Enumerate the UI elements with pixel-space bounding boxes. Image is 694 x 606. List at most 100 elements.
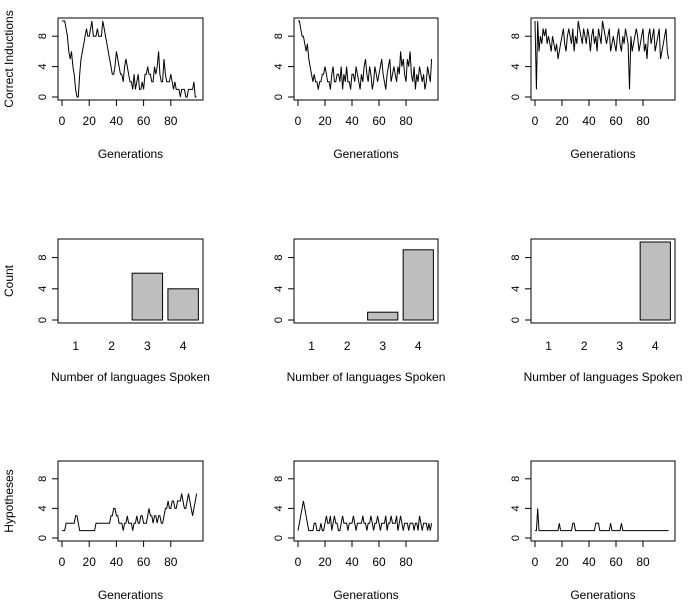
- category-label: 4: [415, 339, 422, 353]
- series-line: [298, 20, 433, 90]
- x-tick-label: 0: [532, 555, 539, 569]
- category-label: 3: [616, 339, 623, 353]
- x-tick-label: 20: [318, 114, 332, 128]
- category-label: 1: [545, 339, 552, 353]
- y-tick-label: 4: [37, 505, 49, 511]
- plot-frame: [57, 238, 204, 324]
- y-tick-label: 0: [37, 317, 49, 323]
- plot-frame: [293, 17, 439, 101]
- panel-2: 0 4 8 Generations 0 20 40 60 80: [273, 17, 439, 161]
- plot-frame: [530, 460, 676, 542]
- x-axis-label: Generations: [333, 147, 398, 161]
- x-axis-label: Number of languages Spoken: [51, 370, 210, 384]
- y-axis-label: Hypotheses: [2, 469, 16, 532]
- y-tick-label: 8: [273, 476, 285, 482]
- x-axis-label: Generations: [98, 588, 163, 602]
- x-tick-label: 40: [345, 114, 359, 128]
- y-tick-label: 8: [510, 255, 522, 261]
- x-tick-label: 80: [399, 114, 413, 128]
- y-tick-label: 0: [273, 535, 285, 541]
- category-label: 4: [652, 339, 659, 353]
- y-tick-label: 4: [273, 286, 285, 292]
- x-axis-label: Generations: [570, 588, 635, 602]
- series-line: [297, 500, 433, 532]
- x-tick-label: 40: [582, 114, 596, 128]
- category-label: 3: [144, 339, 151, 353]
- y-tick-label: 4: [510, 286, 522, 292]
- category-label: 2: [344, 339, 351, 353]
- x-tick-label: 40: [345, 555, 359, 569]
- series-line: [62, 20, 197, 98]
- x-axis-label: Number of languages Spoken: [287, 370, 446, 384]
- x-tick-label: 0: [59, 114, 66, 128]
- plot-frame: [57, 460, 204, 542]
- x-tick-label: 20: [555, 555, 569, 569]
- y-tick-label: 4: [37, 64, 49, 70]
- x-tick-label: 60: [372, 114, 386, 128]
- x-tick-label: 80: [164, 555, 178, 569]
- y-axis-label: Correct Inductions: [2, 10, 16, 107]
- y-axis-label: Count: [2, 264, 16, 297]
- x-tick-label: 0: [295, 114, 302, 128]
- x-tick-label: 60: [609, 114, 623, 128]
- panel-5: 0 4 8 Number of languages Spoken 1 2 3 4: [273, 238, 446, 384]
- bar-4: [167, 288, 199, 321]
- category-label: 2: [108, 339, 115, 353]
- category-label: 1: [308, 339, 315, 353]
- bar-4: [639, 241, 671, 321]
- x-axis-label: Generations: [333, 588, 398, 602]
- x-tick-label: 60: [137, 555, 151, 569]
- y-tick-label: 4: [37, 286, 49, 292]
- category-label: 2: [581, 339, 588, 353]
- panel-4: 0 4 8 Count Number of languages Spoken 1 2 3 4: [2, 238, 210, 384]
- x-tick-label: 40: [582, 555, 596, 569]
- series-line: [534, 20, 670, 90]
- bar-3: [367, 311, 399, 321]
- x-tick-label: 60: [137, 114, 151, 128]
- x-tick-label: 0: [59, 555, 66, 569]
- plot-frame: [293, 460, 439, 542]
- y-tick-label: 8: [37, 476, 49, 482]
- x-tick-label: 80: [164, 114, 178, 128]
- y-tick-label: 0: [273, 94, 285, 100]
- panel-7: 0 4 8 Hypotheses Generations 0 20 40 60 80: [2, 460, 204, 602]
- y-tick-label: 0: [273, 317, 285, 323]
- x-tick-label: 80: [399, 555, 413, 569]
- category-label: 4: [180, 339, 187, 353]
- panel-6: 0 4 8 Number of languages Spoken 1 2 3 4: [510, 238, 683, 384]
- x-tick-label: 20: [318, 555, 332, 569]
- plot-frame: [530, 17, 676, 101]
- series-line: [62, 493, 198, 532]
- y-tick-label: 8: [273, 33, 285, 39]
- category-label: 3: [379, 339, 386, 353]
- y-tick-label: 4: [510, 505, 522, 511]
- y-tick-label: 8: [510, 33, 522, 39]
- y-tick-label: 8: [37, 255, 49, 261]
- x-tick-label: 20: [83, 555, 97, 569]
- x-axis-label: Generations: [570, 147, 635, 161]
- bar-4: [402, 249, 434, 321]
- series-line: [535, 508, 669, 532]
- y-tick-label: 4: [510, 64, 522, 70]
- panel-1: 0 4 8 Correct Inductions Generations 0 20 40 60 8…: [2, 10, 204, 161]
- x-tick-label: 0: [295, 555, 302, 569]
- panel-3: 0 4 8 Generations 0 20 40 60 80: [510, 17, 676, 161]
- x-tick-label: 20: [555, 114, 569, 128]
- x-tick-label: 60: [372, 555, 386, 569]
- x-tick-label: 60: [609, 555, 623, 569]
- plot-frame: [530, 238, 676, 324]
- plot-frame: [57, 17, 204, 101]
- panel-8: 0 4 8 Generations 0 20 40 60 80: [273, 460, 439, 602]
- y-tick-label: 0: [510, 317, 522, 323]
- bar-3: [131, 272, 164, 321]
- y-tick-label: 4: [273, 505, 285, 511]
- x-tick-label: 0: [532, 114, 539, 128]
- y-tick-label: 0: [510, 94, 522, 100]
- plot-frame: [293, 238, 439, 324]
- y-tick-label: 8: [37, 33, 49, 39]
- y-tick-label: 0: [37, 94, 49, 100]
- x-tick-label: 40: [110, 555, 124, 569]
- y-tick-label: 8: [510, 476, 522, 482]
- x-tick-label: 80: [636, 555, 650, 569]
- x-axis-label: Number of languages Spoken: [524, 370, 683, 384]
